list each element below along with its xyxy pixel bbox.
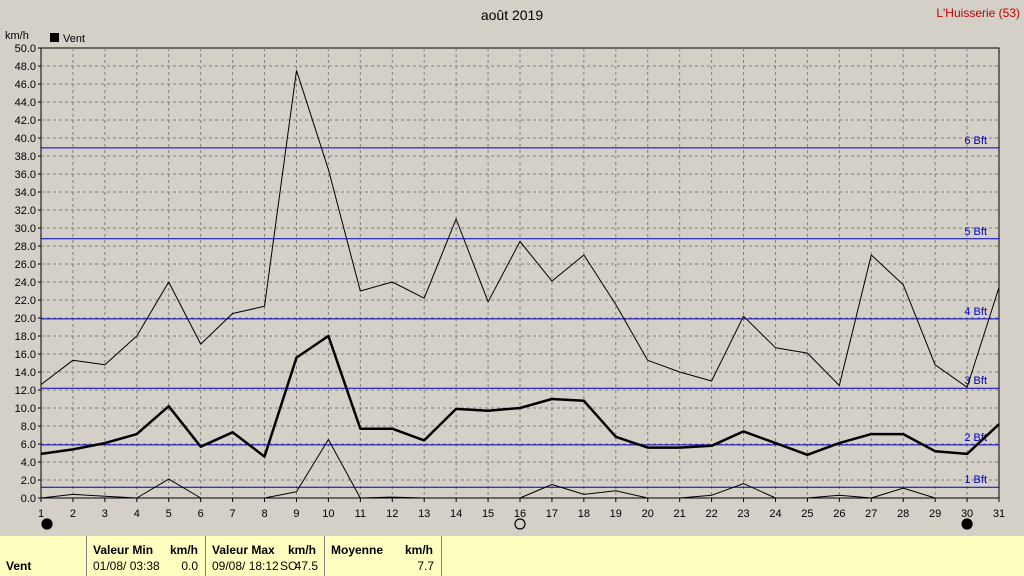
y-tick-labels: 0.0 2.0 4.0 6.0 8.0 10.0 12.0 14.0 16.0 18.0 20.0 2…: [15, 43, 41, 505]
x-tick-label: 23: [737, 508, 749, 520]
wind-chart: août 2019 L'Huisserie (53) Vent km/h 1 B…: [5, 6, 1020, 530]
moon-phases: [41, 518, 973, 530]
x-tick-label: 26: [833, 508, 845, 520]
x-tick-label: 14: [450, 508, 462, 520]
x-tick-label: 31: [993, 508, 1005, 520]
x-tick-label: 18: [578, 508, 590, 520]
max-datetime: 09/08/ 18:12: [212, 559, 279, 573]
y-tick-label: 40.0: [15, 133, 36, 145]
x-tick-label: 11: [355, 508, 366, 520]
x-tick-label: 30: [961, 508, 973, 520]
moon-new-icon: [961, 518, 973, 530]
y-tick-label: 48.0: [15, 61, 36, 73]
chart-title: août 2019: [481, 7, 543, 23]
x-tick-label: 10: [322, 508, 334, 520]
x-tick-label: 9: [293, 508, 299, 520]
x-tick-label: 5: [166, 508, 172, 520]
y-tick-label: 10.0: [15, 403, 36, 415]
y-tick-label: 50.0: [15, 43, 36, 55]
y-axis-unit: km/h: [5, 30, 29, 42]
max-unit: km/h: [288, 543, 317, 557]
x-tick-label: 22: [705, 508, 717, 520]
y-tick-label: 46.0: [15, 79, 36, 91]
y-tick-label: 16.0: [15, 349, 36, 361]
series-line-mean: [40, 334, 1000, 458]
beaufort-label: 6 Bft: [964, 135, 987, 147]
x-tick-label: 1: [38, 508, 44, 520]
mean-label: Moyenne: [331, 543, 384, 557]
y-tick-label: 2.0: [21, 475, 36, 487]
y-tick-label: 36.0: [15, 169, 36, 181]
x-tick-label: 21: [674, 508, 686, 520]
series-lines: [40, 70, 1000, 499]
x-tick-label: 24: [769, 508, 781, 520]
y-tick-label: 14.0: [15, 367, 36, 379]
x-tick-label: 29: [929, 508, 941, 520]
x-tick-label: 27: [865, 508, 877, 520]
beaufort-label: 1 Bft: [964, 474, 987, 486]
x-tick-label: 17: [546, 508, 558, 520]
moon-full-icon: [514, 518, 526, 530]
min-unit: km/h: [170, 543, 199, 557]
stats-divider: [86, 536, 87, 576]
stats-divider: [441, 536, 442, 576]
series-line-max: [40, 70, 1000, 388]
y-tick-label: 38.0: [15, 151, 36, 163]
x-tick-labels: 1 2 3 4 5 6 7 8 9 10 11 12 13 14 15 16 17 18 19 20 21 22 23 24 2…: [38, 498, 1005, 520]
y-tick-label: 44.0: [15, 97, 36, 109]
y-tick-label: 26.0: [15, 259, 36, 271]
x-tick-label: 4: [134, 508, 140, 520]
y-tick-label: 34.0: [15, 187, 36, 199]
y-tick-label: 30.0: [15, 223, 36, 235]
y-tick-label: 28.0: [15, 241, 36, 253]
y-tick-label: 4.0: [21, 457, 36, 469]
x-tick-label: 28: [897, 508, 909, 520]
min-value: 0.0: [181, 559, 198, 573]
mean-value: 7.7: [417, 559, 434, 573]
y-tick-label: 42.0: [15, 115, 36, 127]
x-tick-label: 12: [386, 508, 398, 520]
x-tick-label: 15: [482, 508, 494, 520]
y-tick-label: 8.0: [21, 421, 36, 433]
legend-swatch: [50, 33, 59, 42]
beaufort-label: 4 Bft: [964, 306, 987, 318]
x-tick-label: 3: [102, 508, 108, 520]
stats-divider: [205, 536, 206, 576]
min-datetime: 01/08/ 03:38: [93, 559, 160, 573]
max-label: Valeur Max: [212, 543, 275, 557]
x-tick-label: 8: [261, 508, 267, 520]
x-tick-label: 16: [514, 508, 526, 520]
y-tick-label: 0.0: [21, 493, 36, 505]
x-tick-label: 20: [642, 508, 654, 520]
y-tick-label: 24.0: [15, 277, 36, 289]
beaufort-label: 5 Bft: [964, 226, 987, 238]
series-line-min: [40, 439, 999, 499]
y-tick-label: 20.0: [15, 313, 36, 325]
x-tick-label: 7: [230, 508, 236, 520]
mean-unit: km/h: [405, 543, 434, 557]
y-tick-label: 12.0: [15, 385, 36, 397]
stats-divider: [324, 536, 325, 576]
location-label: L'Huisserie (53): [936, 6, 1020, 20]
legend-label: Vent: [63, 33, 85, 45]
x-tick-label: 6: [198, 508, 204, 520]
stats-bar: Vent Valeur Min km/h 01/08/ 03:38 0.0 Va…: [0, 536, 1024, 576]
moon-new-icon: [41, 518, 53, 530]
min-label: Valeur Min: [93, 543, 154, 557]
stats-series-label: Vent: [6, 559, 32, 573]
max-value: 47.5: [294, 559, 318, 573]
x-tick-label: 2: [70, 508, 76, 520]
x-tick-label: 19: [610, 508, 622, 520]
y-tick-label: 6.0: [21, 439, 36, 451]
max-direction: SO: [280, 559, 298, 573]
x-tick-label: 13: [418, 508, 430, 520]
y-tick-label: 32.0: [15, 205, 36, 217]
y-tick-label: 22.0: [15, 295, 36, 307]
y-tick-label: 18.0: [15, 331, 36, 343]
x-tick-label: 25: [801, 508, 813, 520]
